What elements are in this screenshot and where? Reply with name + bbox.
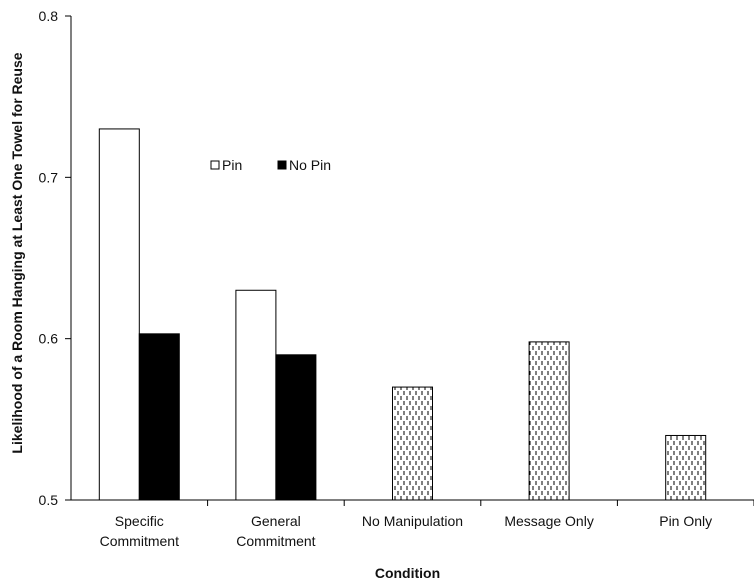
bar-single-2 [392,386,433,501]
labels: 0.5 0.6 0.7 0.8 Specific Commitment General Com… [9,8,712,581]
x-tick-label: Pin Only [659,513,712,529]
x-axis-title: Condition [375,565,440,581]
bar-no-pin-0 [138,333,180,501]
bars [98,128,707,501]
y-axis-title: Likelihood of a Room Hanging at Least On… [9,52,25,453]
legend-label: Pin [222,157,242,173]
x-tick-label: Commitment [236,533,315,549]
y-tick-label: 0.5 [39,492,59,508]
y-tick-label: 0.6 [39,331,59,347]
bar-no-pin-1 [275,354,317,501]
y-tick-label: 0.7 [39,169,59,185]
bar-single-3 [528,341,570,501]
legend-swatch-no-pin [277,160,287,170]
x-tick-label: Specific [115,513,164,529]
bar-pin-0 [98,128,140,501]
x-tick-label: Message Only [504,513,593,529]
legend-label: No Pin [289,157,331,173]
bar-pin-1 [235,289,277,501]
x-tick-label: General [251,513,301,529]
x-tick-label: No Manipulation [362,513,463,529]
legend: Pin No Pin [210,157,331,173]
bar-single-4 [665,434,707,501]
y-tick-label: 0.8 [39,8,59,24]
legend-swatch-pin [210,160,220,170]
x-tick-label: Commitment [100,533,179,549]
